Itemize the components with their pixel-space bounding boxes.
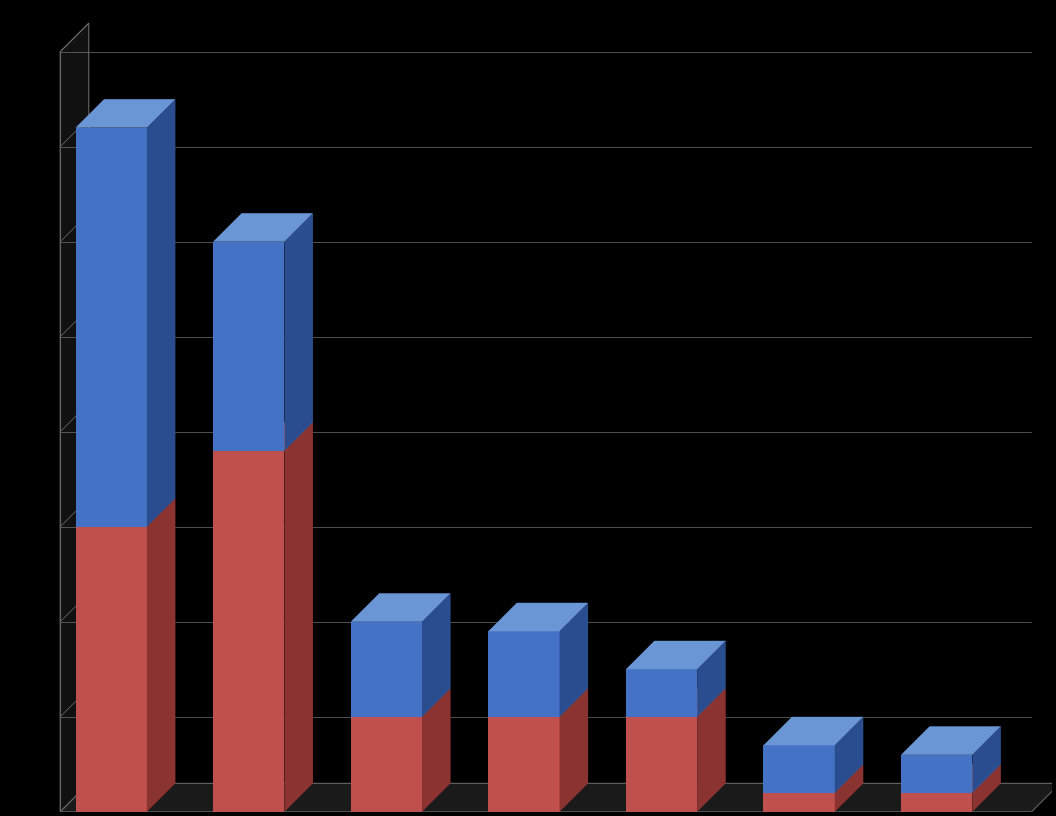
Polygon shape — [488, 632, 560, 716]
Polygon shape — [147, 499, 175, 812]
Polygon shape — [76, 499, 175, 527]
Polygon shape — [488, 603, 588, 632]
Polygon shape — [834, 716, 864, 793]
Polygon shape — [973, 726, 1001, 793]
Polygon shape — [901, 726, 1001, 755]
Polygon shape — [763, 765, 864, 793]
Polygon shape — [351, 593, 451, 622]
Polygon shape — [560, 689, 588, 812]
Polygon shape — [973, 765, 1001, 812]
Polygon shape — [488, 689, 588, 716]
Polygon shape — [697, 641, 725, 716]
Polygon shape — [560, 603, 588, 716]
Polygon shape — [422, 593, 451, 716]
Polygon shape — [901, 755, 973, 793]
Polygon shape — [901, 793, 973, 812]
Polygon shape — [147, 100, 175, 527]
Polygon shape — [76, 100, 175, 127]
Polygon shape — [76, 127, 147, 527]
Polygon shape — [351, 622, 422, 716]
Polygon shape — [763, 793, 834, 812]
Polygon shape — [488, 716, 560, 812]
Polygon shape — [60, 783, 1056, 812]
Polygon shape — [213, 213, 313, 242]
Polygon shape — [213, 422, 313, 450]
Polygon shape — [422, 689, 451, 812]
Polygon shape — [626, 689, 725, 716]
Polygon shape — [284, 422, 313, 812]
Polygon shape — [626, 641, 725, 669]
Polygon shape — [213, 242, 284, 450]
Polygon shape — [697, 689, 725, 812]
Polygon shape — [213, 450, 284, 812]
Polygon shape — [284, 213, 313, 450]
Polygon shape — [763, 716, 864, 745]
Polygon shape — [763, 745, 834, 793]
Polygon shape — [76, 527, 147, 812]
Polygon shape — [351, 689, 451, 716]
Polygon shape — [901, 765, 1001, 793]
Polygon shape — [834, 765, 864, 812]
Polygon shape — [626, 716, 697, 812]
Polygon shape — [351, 716, 422, 812]
Polygon shape — [60, 23, 89, 812]
Polygon shape — [626, 669, 697, 716]
